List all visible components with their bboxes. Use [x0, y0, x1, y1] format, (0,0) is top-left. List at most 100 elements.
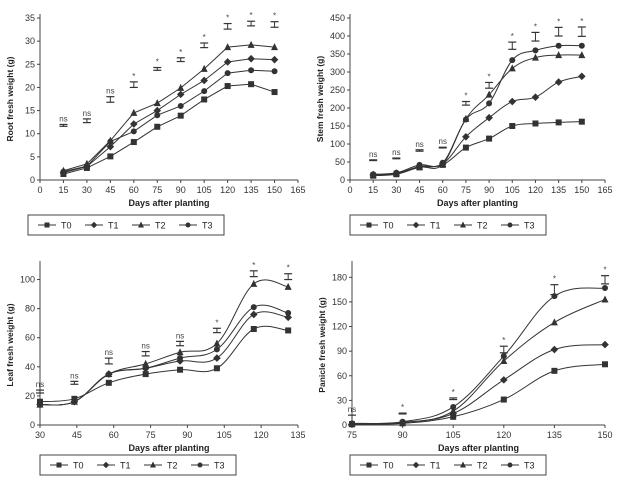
y-tick-label: 40	[25, 362, 35, 372]
data-point-t2	[555, 51, 563, 59]
legend-marker-t0	[366, 222, 372, 228]
data-point-t0	[509, 123, 516, 129]
series-line-t3	[63, 69, 275, 173]
x-tick-label: 150	[597, 430, 612, 440]
data-point-t0	[105, 379, 112, 386]
y-tick-label: 0	[30, 175, 35, 185]
data-point-t3	[250, 304, 257, 311]
stem-fresh-weight-chart: 0 15 30 45 60 75 90 105 120 135 150 165 0 50 100 150 200…	[315, 13, 613, 236]
legend-label-t0: T0	[61, 221, 72, 231]
significance-label: ns	[83, 109, 91, 118]
data-point-t3	[154, 112, 161, 119]
data-point-t1	[247, 54, 255, 63]
data-point-t3	[201, 88, 208, 95]
legend-marker-t2	[460, 221, 466, 228]
series-line-t3	[351, 287, 606, 425]
series-line-t1	[39, 311, 289, 406]
significance-label: *	[250, 11, 253, 20]
significance-label: ns	[392, 148, 400, 157]
data-point-t2	[271, 43, 279, 51]
data-point-t1	[106, 142, 115, 151]
legend-marker-t0	[366, 462, 372, 468]
x-tick-label: 105	[197, 185, 212, 195]
legend-marker-t2	[138, 221, 144, 228]
legend-label-t0: T0	[73, 461, 84, 471]
data-point-t1	[531, 93, 540, 101]
root-fresh-weight-chart: 0 15 30 45 60 75 90 105 120 135 150 165 0 5 10 15 20 25 30…	[5, 11, 306, 236]
significance-label: ns	[105, 348, 113, 357]
data-point-t1	[284, 313, 292, 322]
data-point-t2	[531, 53, 539, 61]
significance-label: *	[553, 275, 556, 284]
legend-marker-t0	[56, 462, 62, 468]
y-tick-label: 30	[337, 395, 347, 405]
y-tick-label: 400	[330, 31, 345, 41]
series-line-t2	[39, 279, 289, 406]
legend-marker-t0	[44, 222, 50, 228]
legend-marker-t1	[90, 221, 98, 229]
data-point-t1	[554, 78, 563, 86]
y-tick-label: 0	[342, 420, 347, 430]
x-tick-label: 120	[496, 430, 511, 440]
data-point-t3	[285, 310, 292, 316]
y-tick-label: 60	[337, 371, 347, 381]
data-point-t2	[601, 295, 609, 303]
y-tick-label: 450	[330, 13, 345, 23]
data-point-t3	[439, 159, 446, 166]
x-tick-label: 60	[129, 185, 139, 195]
x-axis-label: Days after planting	[438, 443, 519, 453]
y-tick-label: 80	[25, 304, 35, 314]
x-tick-label: 120	[254, 430, 269, 440]
data-point-t2	[550, 318, 558, 326]
data-point-t3	[532, 47, 539, 54]
data-point-t2	[224, 43, 232, 51]
x-tick-label: 30	[391, 185, 401, 195]
significance-label: *	[452, 388, 455, 397]
legend-box	[27, 214, 225, 236]
data-point-t0	[177, 112, 184, 119]
x-tick-label: 75	[461, 185, 471, 195]
x-tick-label: 120	[528, 185, 543, 195]
y-axis-label: Stem fresh weight (g)	[315, 56, 325, 143]
data-point-t1	[249, 310, 258, 319]
significance-label: *	[534, 22, 537, 31]
data-point-t2	[508, 64, 516, 72]
leaf-fresh-weight-chart: 30 45 60 75 90 105 120 135 0 20 40 60 80 100 Days afte…	[5, 261, 306, 476]
legend-marker-t1	[412, 221, 420, 229]
x-tick-label: 60	[109, 430, 119, 440]
significance-label: ns	[369, 150, 377, 159]
data-point-t3	[105, 371, 112, 378]
data-point-t1	[601, 340, 609, 349]
data-point-t1	[176, 90, 185, 99]
legend-label-t2: T2	[167, 461, 178, 471]
significance-label: *	[511, 32, 514, 41]
legend-label-t2: T2	[155, 221, 166, 231]
data-point-t2	[485, 90, 493, 98]
data-point-t0	[201, 96, 208, 103]
data-point-t0	[555, 119, 562, 126]
data-point-t3	[177, 355, 184, 362]
y-tick-label: 20	[25, 82, 35, 92]
legend-label-t0: T0	[383, 461, 394, 471]
y-tick-label: 25	[25, 59, 35, 69]
y-tick-label: 60	[25, 333, 35, 343]
y-tick-label: 180	[332, 272, 347, 282]
y-axis-label: Panicle fresh weight (g)	[317, 297, 327, 393]
x-tick-label: 75	[347, 430, 357, 440]
data-point-t3	[416, 161, 423, 168]
data-point-t0	[224, 83, 231, 90]
legend-box	[349, 454, 547, 476]
legend-label-t1: T1	[120, 461, 131, 471]
data-point-t0	[130, 139, 137, 146]
series-line-t3	[373, 44, 582, 175]
data-point-t2	[177, 83, 185, 91]
y-axis-label: Leaf fresh weight (g)	[5, 303, 15, 386]
y-tick-label: 0	[340, 175, 345, 185]
significance-label: ns	[106, 87, 114, 96]
data-point-t0	[142, 371, 149, 378]
legend-label-t0: T0	[383, 221, 394, 231]
data-point-t1	[485, 113, 493, 122]
data-point-t3	[271, 68, 278, 75]
significance-label: ns	[141, 342, 149, 351]
legend-marker-t3	[185, 222, 191, 228]
